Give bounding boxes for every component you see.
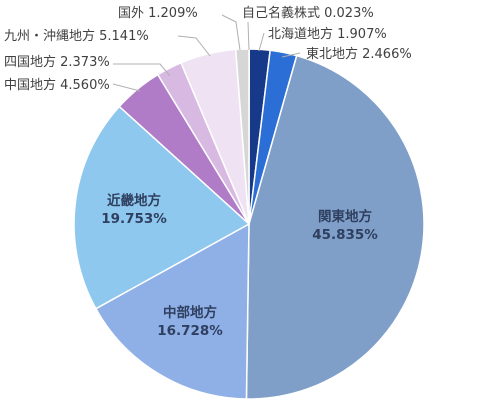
slice-label-8: 九州・沖縄地方 5.141% xyxy=(4,28,149,44)
pie-slice-5 xyxy=(73,105,251,310)
leader-line-8 xyxy=(177,35,211,57)
pie-slice-3 xyxy=(245,54,425,400)
slice-label-6: 中国地方 4.560% xyxy=(4,77,110,93)
slice-label-4: 中部地方 16.728% xyxy=(157,304,223,339)
leader-line-1 xyxy=(258,32,265,52)
leader-line-2 xyxy=(281,52,301,58)
slice-label-3: 関東地方 45.835% xyxy=(312,208,378,243)
leader-line-0 xyxy=(247,21,250,51)
slice-label-7: 四国地方 2.373% xyxy=(4,54,110,70)
slice-label-5: 近畿地方 19.753% xyxy=(101,192,167,227)
pie-slice-4 xyxy=(94,222,250,400)
leader-line-6 xyxy=(112,83,141,92)
slice-label-1: 北海道地方 1.907% xyxy=(268,26,387,42)
leader-line-7 xyxy=(113,63,171,77)
slice-label-2: 東北地方 2.466% xyxy=(306,46,412,62)
slice-label-0: 自己名義株式 0.023% xyxy=(242,5,374,21)
leader-line-9 xyxy=(221,14,241,51)
slice-label-9: 国外 1.209% xyxy=(118,6,198,21)
